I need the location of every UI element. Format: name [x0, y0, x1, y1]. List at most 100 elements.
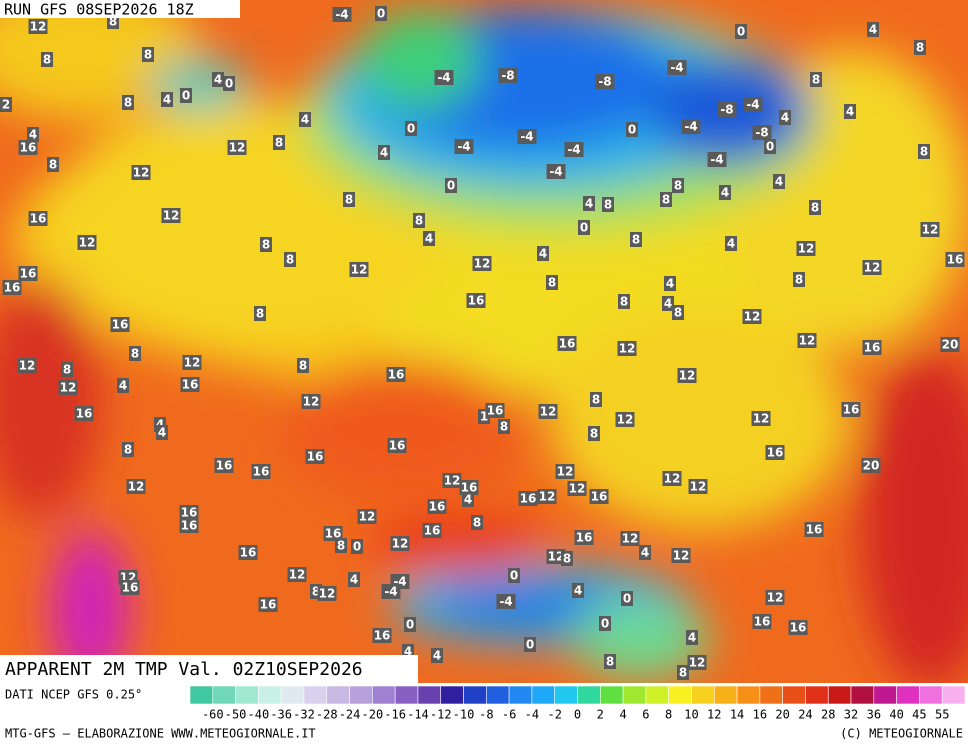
legend-swatch: [554, 685, 578, 705]
legend-swatch: [919, 685, 943, 705]
label-box: [743, 97, 763, 112]
temperature-label: 16: [182, 378, 199, 392]
label-box: [27, 127, 39, 142]
temperature-label: 12: [128, 480, 145, 494]
label-box: [764, 139, 776, 154]
legend-label: -50: [225, 708, 247, 722]
label-box: [17, 358, 37, 373]
temperature-label: 8: [548, 276, 556, 290]
run-box: [0, 0, 240, 18]
temperature-label: 8: [275, 136, 283, 150]
label-box: [564, 142, 584, 157]
temperature-label: 16: [253, 465, 270, 479]
label-box: [122, 442, 134, 457]
label-box: [129, 346, 141, 361]
legend-swatch: [303, 685, 328, 705]
legend-label: -16: [384, 708, 406, 722]
color-legend: -60 -50 -40 -36 -32 -28 -24 -20 -16 -14 -12 -10 -8 -6…: [189, 685, 966, 722]
label-box: [867, 22, 879, 37]
temperature-label: 16: [520, 492, 537, 506]
label-box: [765, 445, 785, 460]
temperature-label: 12: [689, 656, 706, 670]
temperature-label: -4: [437, 71, 450, 85]
title-box: [0, 655, 418, 683]
legend-swatch: [941, 685, 966, 705]
temperature-label: 20: [863, 459, 880, 473]
temperature-label: 8: [337, 539, 345, 553]
label-box: [615, 412, 635, 427]
legend-swatch: [189, 685, 214, 705]
legend-label: -4: [525, 708, 539, 722]
label-box: [378, 145, 390, 160]
label-box: [180, 377, 200, 392]
label-box: [156, 425, 168, 440]
legend-label: 32: [844, 708, 858, 722]
label-box: [323, 526, 343, 541]
label-box: [349, 262, 369, 277]
temperature-label: 12: [664, 472, 681, 486]
label-box: [630, 232, 642, 247]
temperature-label: 12: [569, 482, 586, 496]
label-box: [719, 185, 731, 200]
legend-label: 40: [889, 708, 903, 722]
label-box: [74, 406, 94, 421]
legend-swatch: [280, 685, 305, 705]
legend-label: 28: [821, 708, 835, 722]
temperature-label: 8: [500, 420, 508, 434]
temperature-label: 8: [299, 359, 307, 373]
temperature-label: 4: [721, 186, 729, 200]
legend-label: 4: [619, 708, 626, 722]
label-box: [599, 616, 611, 631]
label-box: [681, 119, 701, 134]
label-box: [686, 630, 698, 645]
temperature-label: 12: [622, 532, 639, 546]
label-box: [725, 236, 737, 251]
label-box: [297, 358, 309, 373]
label-box: [589, 489, 609, 504]
temperature-label: -4: [335, 8, 348, 22]
label-box: [546, 275, 558, 290]
temperature-label: 4: [781, 111, 789, 125]
temperature-label: 4: [688, 631, 696, 645]
temperature-label: 12: [303, 395, 320, 409]
label-box: [28, 19, 48, 34]
temperature-label: 4: [350, 573, 358, 587]
label-box: [765, 590, 785, 605]
label-box: [620, 531, 640, 546]
temperature-label: 0: [447, 179, 455, 193]
label-box: [471, 515, 483, 530]
temperature-label: 12: [753, 412, 770, 426]
label-box: [423, 231, 435, 246]
label-box: [662, 471, 682, 486]
temperature-label: 4: [666, 277, 674, 291]
temperature-label: 0: [353, 540, 361, 554]
temperature-label: 16: [754, 615, 771, 629]
temperature-label: 12: [690, 480, 707, 494]
temperature-label: 4: [664, 297, 672, 311]
label-box: [387, 438, 407, 453]
legend-swatch: [668, 685, 692, 705]
temperature-label: 4: [404, 645, 412, 659]
legend-label: 0: [574, 708, 581, 722]
temperature-label: 8: [590, 427, 598, 441]
label-box: [161, 208, 181, 223]
temperature-label: -8: [598, 75, 611, 89]
footer-right: (C) METEOGIORNALE: [840, 727, 963, 741]
label-box: [517, 129, 537, 144]
temperature-label: 16: [374, 629, 391, 643]
label-box: [671, 548, 691, 563]
label-box: [918, 144, 930, 159]
legend-swatch: [713, 685, 738, 705]
label-box: [110, 317, 130, 332]
temperature-label: -8: [501, 69, 514, 83]
temperature-label: 16: [468, 294, 485, 308]
legend-label: 24: [798, 708, 812, 722]
label-box: [390, 536, 410, 551]
temperature-label: 8: [620, 295, 628, 309]
label-box: [773, 174, 785, 189]
legend-swatch: [508, 685, 533, 705]
temperature-label: 16: [487, 404, 504, 418]
label-box: [343, 192, 355, 207]
legend-swatch: [577, 685, 601, 705]
label-box: [862, 340, 882, 355]
